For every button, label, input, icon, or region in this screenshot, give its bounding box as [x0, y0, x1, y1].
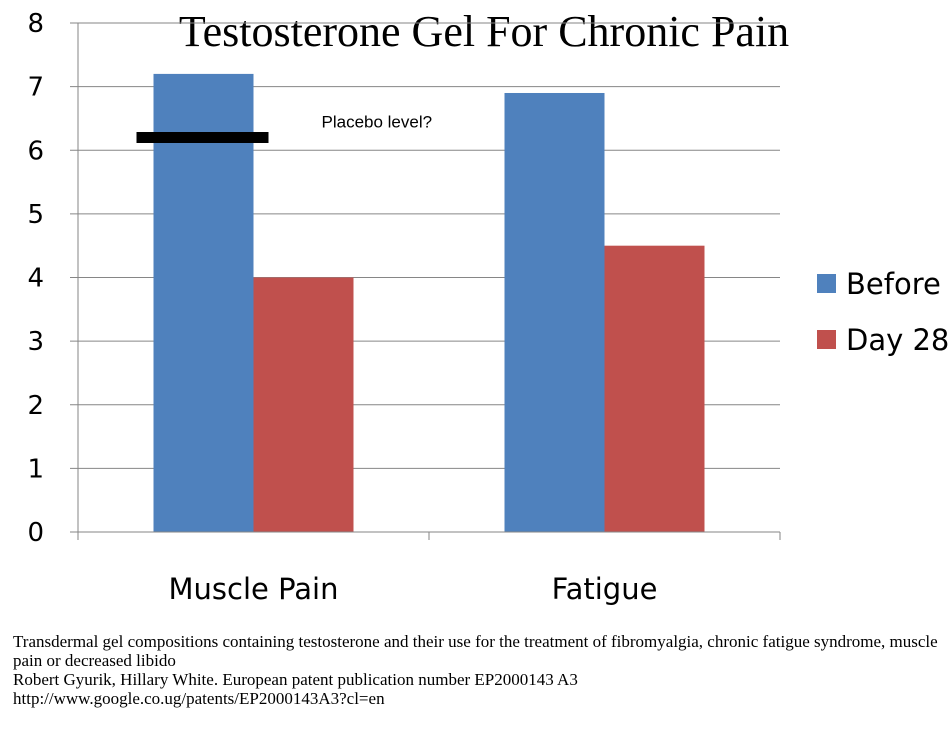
- bar-before-muscle-pain: [153, 73, 254, 533]
- caption-line-patent-title: Transdermal gel compositions containing …: [13, 632, 938, 670]
- chart-title: Testosterone Gel For Chronic Pain: [179, 7, 789, 56]
- y-tick-label: 4: [27, 264, 44, 294]
- legend-label-before: Before: [846, 267, 941, 301]
- bar-before-fatigue: [504, 92, 605, 533]
- y-tick-label: 2: [27, 391, 44, 421]
- x-category-label: Fatigue: [552, 572, 658, 606]
- legend: Before Day 28: [817, 267, 949, 357]
- legend-swatch-day-28: [817, 330, 836, 349]
- bar-day-28-muscle-pain: [253, 277, 354, 532]
- annotation: Placebo level?: [136, 113, 433, 144]
- bar-day-28-fatigue: [604, 245, 705, 532]
- bars: [153, 73, 705, 533]
- y-tick-label: 0: [27, 518, 44, 548]
- legend-swatch-before: [817, 274, 836, 293]
- y-tick-label: 6: [27, 136, 44, 166]
- y-tick-label: 8: [27, 9, 44, 39]
- x-category-label: Muscle Pain: [169, 572, 339, 606]
- placebo-level-label: Placebo level?: [322, 113, 433, 132]
- citation-caption: Transdermal gel compositions containing …: [13, 632, 943, 708]
- legend-label-day-28: Day 28: [846, 323, 949, 357]
- y-tick-label: 1: [27, 454, 44, 484]
- y-tick-label: 7: [27, 73, 44, 103]
- caption-line-authors: Robert Gyurik, Hillary White. European p…: [13, 670, 578, 689]
- bar-chart: Testosterone Gel For Chronic Pain 0 1 2 3 4 5…: [27, 7, 949, 606]
- y-tick-label: 5: [27, 200, 44, 230]
- axes: 0 1 2 3 4 5 6 7 8 Muscle Pain Fatigue: [27, 9, 781, 606]
- caption-line-url: http://www.google.co.ug/patents/EP200014…: [13, 689, 385, 708]
- y-tick-label: 3: [27, 327, 44, 357]
